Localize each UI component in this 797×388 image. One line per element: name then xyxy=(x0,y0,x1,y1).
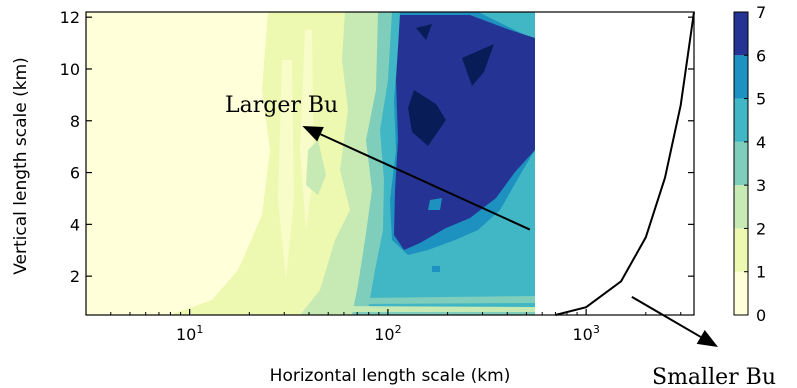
annotation-larger-bu: Larger Bu xyxy=(225,93,338,118)
colorbar-segment xyxy=(734,98,748,142)
colorbar-tick-label: 2 xyxy=(756,219,766,238)
contour-band-level-6 xyxy=(394,15,535,250)
plot-frame xyxy=(85,11,695,316)
no-data-region xyxy=(535,12,694,315)
colorbar-segment xyxy=(734,185,748,229)
contour-band-level-2-streak xyxy=(330,306,535,312)
x-axis-label: Horizontal length scale (km) xyxy=(270,366,511,386)
colorbar-segment xyxy=(734,55,748,99)
contour-band-level-3-streak xyxy=(360,296,535,304)
contour-band-level-2-patch xyxy=(306,140,326,195)
y-axis: 2 4 6 8 10 12 xyxy=(60,8,694,286)
annotation-smaller-bu: Smaller Bu xyxy=(652,365,776,388)
larger-bu-arrow-head xyxy=(302,125,324,142)
y-tick-label: 10 xyxy=(60,60,80,79)
colorbar-tick-label: 7 xyxy=(756,3,766,22)
colorbar-tick-label: 3 xyxy=(756,176,766,195)
regime-boundary-curve xyxy=(555,11,695,316)
x-tick-label: 101 xyxy=(176,323,203,344)
smaller-bu-arrow-head xyxy=(696,330,718,347)
colorbar-segment xyxy=(734,228,748,272)
colorbar: 0 1 2 3 4 5 6 7 xyxy=(733,3,766,325)
colorbar-tick-label: 5 xyxy=(756,90,766,109)
x-tick-label: 103 xyxy=(572,323,599,344)
colorbar-tick-label: 4 xyxy=(756,133,766,152)
contour-band-level-5-patch xyxy=(432,266,440,272)
contour-peak-region xyxy=(408,90,446,146)
contour-band-level-5-patch xyxy=(428,198,442,210)
y-tick-label: 12 xyxy=(60,8,80,27)
colorbar-tick-label: 0 xyxy=(756,306,766,325)
contour-band-level-1-streak xyxy=(278,60,294,280)
colorbar-segment xyxy=(734,12,748,56)
y-tick-label: 2 xyxy=(70,267,80,286)
larger-bu-arrow-shaft xyxy=(320,133,531,231)
smaller-bu-arrow-shaft xyxy=(631,296,702,338)
colorbar-frame xyxy=(733,11,749,316)
annotation-layer: Larger Bu Smaller Bu xyxy=(225,93,776,388)
colorbar-tick-label: 6 xyxy=(756,46,766,65)
y-tick-label: 8 xyxy=(70,112,80,131)
y-tick-label: 4 xyxy=(70,215,80,234)
y-tick-label: 6 xyxy=(70,164,80,183)
colorbar-segment xyxy=(734,271,748,315)
x-tick-label: 102 xyxy=(374,323,401,344)
contour-peak-region xyxy=(416,24,432,40)
colorbar-segment xyxy=(734,141,748,186)
y-axis-label: Vertical length scale (km) xyxy=(11,57,31,275)
colorbar-tick-label: 1 xyxy=(756,263,766,282)
contour-peak-region xyxy=(462,44,494,86)
